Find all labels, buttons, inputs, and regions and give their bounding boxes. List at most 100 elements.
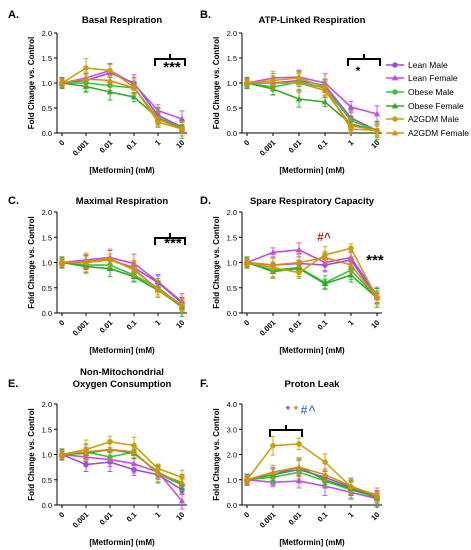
significance-marker: ^ <box>308 403 315 417</box>
y-tick-label: 0.0 <box>227 129 237 138</box>
y-axis-label: Fold Change vs. Control <box>27 37 36 129</box>
series-line <box>246 466 378 497</box>
data-point <box>295 463 303 470</box>
series-line <box>61 256 183 303</box>
data-point <box>82 75 90 82</box>
y-tick-label: 1.5 <box>227 233 237 242</box>
y-tick-label: 1.0 <box>42 451 52 460</box>
legend-item: Lean Male <box>386 58 470 72</box>
data-point <box>373 110 381 117</box>
data-point <box>58 451 66 457</box>
y-tick-label: 2.0 <box>227 451 237 460</box>
series-line <box>246 478 378 500</box>
series-line <box>246 247 378 299</box>
y-tick-label: 0.0 <box>42 309 52 318</box>
data-point <box>348 245 354 252</box>
x-tick-label: 0.001 <box>258 510 278 530</box>
y-tick-label: 0.5 <box>42 284 52 293</box>
y-tick-label: 2.0 <box>227 29 237 38</box>
data-point <box>106 77 114 83</box>
x-tick-label: 1 <box>153 138 162 147</box>
x-tick-label: 0.001 <box>71 138 91 158</box>
data-point <box>296 441 302 447</box>
y-tick-label: 2.0 <box>42 400 52 409</box>
data-point <box>106 255 114 261</box>
data-point <box>269 261 277 268</box>
y-tick-label: 0.0 <box>227 501 237 510</box>
data-point <box>243 259 251 265</box>
y-tick-label: 4.0 <box>227 400 237 409</box>
significance-bracket <box>347 54 381 66</box>
data-point <box>130 84 138 91</box>
data-point <box>83 65 89 71</box>
x-tick-label: 0.01 <box>98 318 115 335</box>
y-tick-label: 1.0 <box>227 476 237 485</box>
data-point <box>295 477 303 484</box>
x-tick-label: 0.001 <box>258 138 278 158</box>
series-line <box>61 441 183 478</box>
series-line <box>61 67 183 130</box>
data-point <box>154 115 162 122</box>
legend-item: Lean Female <box>386 72 470 86</box>
data-point <box>347 482 355 489</box>
x-axis-label: [Metformin] (mM) <box>279 346 345 355</box>
data-point <box>179 474 185 481</box>
x-tick-label: 1 <box>346 510 355 519</box>
data-point <box>130 266 138 273</box>
x-tick-label: 0 <box>57 138 66 147</box>
x-tick-label: 10 <box>174 510 186 522</box>
series <box>58 70 186 134</box>
data-point <box>321 254 329 260</box>
y-tick-label: 0.5 <box>42 104 52 113</box>
y-tick-label: 1.0 <box>42 79 52 88</box>
data-point <box>130 93 138 100</box>
legend-item: A2GDM Male <box>386 112 470 126</box>
x-axis-label: [Metformin] (mM) <box>279 166 345 175</box>
panel-label: D. <box>200 195 211 207</box>
series-line <box>62 259 183 304</box>
data-point <box>178 497 186 504</box>
chart-panel: F. Proton Leak 0.0 1.0 2.0 3.0 4.0 0 0.001 0.01 0.… <box>200 378 382 547</box>
chart-title: Proton Leak <box>285 379 341 390</box>
series-line <box>246 466 378 499</box>
series-line <box>246 443 378 496</box>
series <box>243 73 381 136</box>
x-tick-label: 0.01 <box>287 318 304 335</box>
x-tick-label: 1 <box>153 510 162 519</box>
series-line <box>61 78 183 130</box>
y-tick-label: 0.0 <box>227 309 237 318</box>
x-tick-label: 1 <box>346 318 355 327</box>
legend-swatch <box>386 116 404 122</box>
legend: Lean Male Lean Female Obese Male Obese Fema… <box>386 58 470 140</box>
data-point <box>178 125 186 132</box>
series <box>58 439 186 488</box>
significance-bracket <box>269 425 303 437</box>
legend-label: Lean Female <box>408 73 458 84</box>
data-point <box>295 95 303 102</box>
x-tick-label: 0.1 <box>125 510 139 524</box>
y-tick-label: 1.5 <box>227 54 237 63</box>
x-axis-label: [Metformin] (mM) <box>89 166 155 175</box>
data-point <box>106 446 114 452</box>
chart-panel: B. ATP-Linked Respiration 0.0 0.5 1.0 1.5 2.0 0… <box>200 9 382 175</box>
y-tick-label: 0.5 <box>227 284 237 293</box>
data-point <box>178 302 186 308</box>
y-axis-label: Fold Change vs. Control <box>212 216 221 308</box>
x-tick-label: 10 <box>174 138 186 150</box>
series-line <box>61 453 183 491</box>
legend-swatch <box>386 102 404 108</box>
chart-title: ATP-Linked Respiration <box>259 15 366 26</box>
series-line <box>61 261 183 308</box>
series-line <box>246 256 378 299</box>
series-line <box>246 261 378 299</box>
data-point <box>58 259 66 265</box>
x-axis-label: [Metformin] (mM) <box>279 538 345 547</box>
data-point <box>58 79 66 86</box>
y-tick-label: 1.5 <box>42 233 52 242</box>
y-tick-label: 1.5 <box>42 54 52 63</box>
panel-label: B. <box>200 9 211 21</box>
series-line <box>246 81 378 132</box>
data-point <box>107 67 113 74</box>
data-point <box>347 103 355 110</box>
